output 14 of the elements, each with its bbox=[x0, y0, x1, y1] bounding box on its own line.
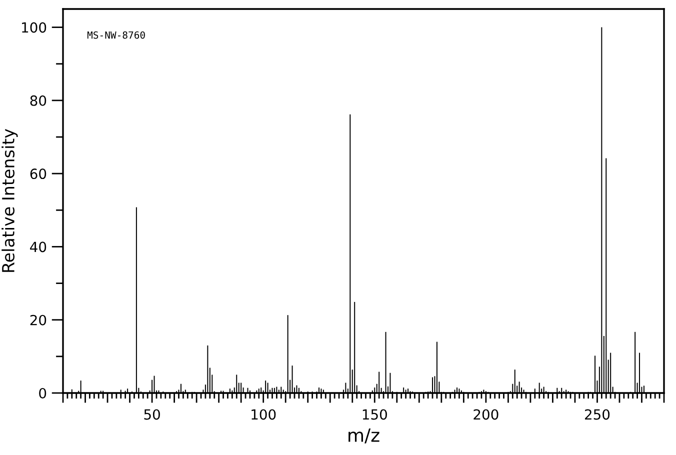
y-tick-label: 80 bbox=[30, 95, 46, 106]
x-tick-label: 50 bbox=[144, 409, 160, 420]
annotation: MS-NW-8760 bbox=[87, 31, 145, 39]
x-tick-label: 100 bbox=[252, 409, 276, 420]
y-tick-label: 0 bbox=[39, 388, 46, 398]
y-tick-label: 100 bbox=[22, 22, 46, 33]
x-tick-label: 250 bbox=[584, 409, 610, 420]
y-tick-label: 60 bbox=[30, 168, 46, 180]
x-axis-title: m/z bbox=[348, 428, 380, 444]
y-tick-label: 40 bbox=[30, 242, 46, 252]
x-tick-label: 150 bbox=[362, 409, 387, 420]
y-axis-title: Relative Intensity bbox=[2, 128, 18, 272]
y-tick-label: 20 bbox=[30, 314, 46, 326]
x-tick-label: 200 bbox=[474, 409, 498, 420]
